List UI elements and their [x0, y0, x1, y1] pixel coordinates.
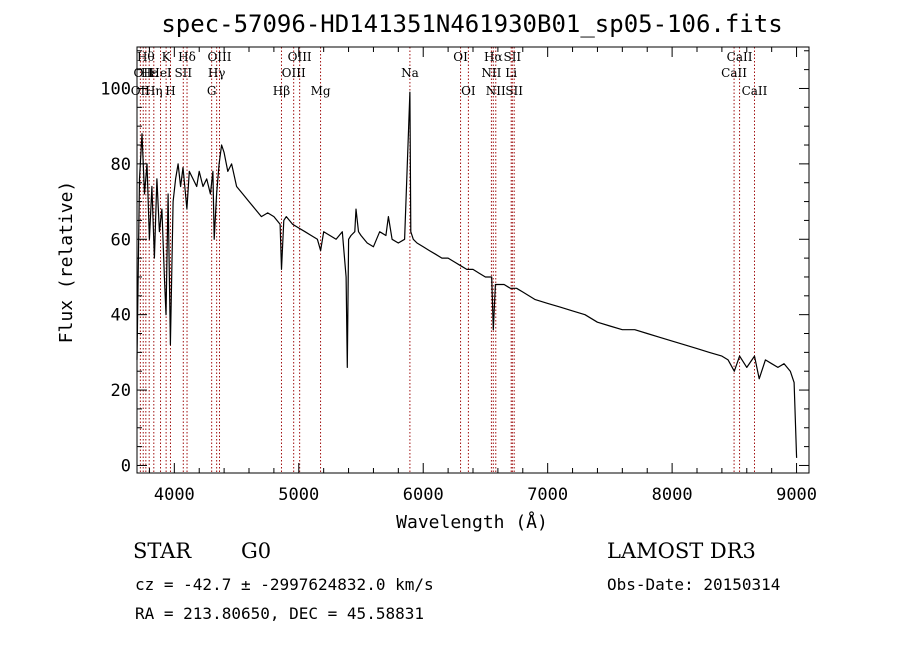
x-tick-label: 5000: [278, 485, 319, 505]
line-label: Li: [505, 66, 517, 80]
line-label: OIII: [288, 50, 312, 64]
x-tick-label: 6000: [403, 485, 444, 505]
y-tick-label: 20: [111, 381, 131, 401]
line-label: Hθ: [137, 50, 155, 64]
line-label: Mg: [311, 84, 331, 98]
line-label: Hγ: [208, 66, 226, 80]
line-label: Na: [401, 66, 419, 80]
x-tick-label: 7000: [527, 485, 568, 505]
line-label: OII: [131, 84, 151, 98]
x-tick-label: 9000: [776, 485, 817, 505]
line-label: HeI: [149, 66, 172, 80]
x-tick-label: 4000: [154, 485, 195, 505]
x-axis-label: Wavelength (Å): [396, 511, 548, 533]
line-label: Hδ: [178, 50, 196, 64]
class-label: STAR: [133, 539, 192, 563]
y-axis-ticks: 0 20 40 60 80 100: [100, 50, 809, 476]
spectrum-series: [136, 91, 798, 458]
survey-label: LAMOST DR3: [607, 539, 756, 563]
line-label: G: [207, 84, 217, 98]
plot-frame: [136, 46, 810, 474]
y-tick-label: 40: [111, 306, 131, 326]
line-label: CaII: [727, 50, 753, 64]
subclass-label: G0: [241, 539, 271, 563]
spectral-line-markers: [139, 47, 755, 473]
line-label: H: [165, 84, 175, 98]
spectrum-line: [136, 91, 798, 458]
line-label: Hε: [141, 66, 158, 80]
line-label: Hβ: [273, 84, 290, 98]
y-tick-label: 60: [111, 230, 131, 250]
line-label: K: [162, 50, 172, 64]
line-label: SII: [505, 84, 523, 98]
line-label: SII: [174, 66, 192, 80]
line-label: OI: [453, 50, 468, 64]
coordinates-text: RA = 213.80650, DEC = 45.58831: [135, 604, 424, 623]
line-label: OIII: [207, 50, 231, 64]
line-label: NII: [486, 84, 506, 98]
chart-title: spec-57096-HD141351N461930B01_sp05-106.f…: [161, 10, 782, 38]
line-label: OIII: [282, 66, 306, 80]
line-label: Hα: [484, 50, 503, 64]
x-axis-ticks: 4000 5000 6000 7000 8000 9000: [148, 47, 817, 505]
y-tick-label: 80: [111, 155, 131, 175]
line-label: CaII: [742, 84, 768, 98]
obs-date-text: Obs-Date: 20150314: [607, 575, 780, 594]
line-label: Hη: [145, 84, 163, 98]
line-label: NII: [481, 66, 501, 80]
redshift-text: cz = -42.7 ± -2997624832.0 km/s: [135, 575, 434, 594]
spectral-line-labels: OIIOIIHθHεHηHeIKHSIIHδGHγOIIIHβOIIIOIIIM…: [131, 50, 768, 98]
line-label: SII: [503, 50, 521, 64]
line-label: OI: [461, 84, 476, 98]
y-tick-label: 0: [121, 456, 131, 476]
y-axis-label: Flux (relative): [56, 181, 77, 344]
y-tick-label: 100: [100, 79, 131, 99]
x-tick-label: 8000: [652, 485, 693, 505]
line-label: CaII: [721, 66, 747, 80]
